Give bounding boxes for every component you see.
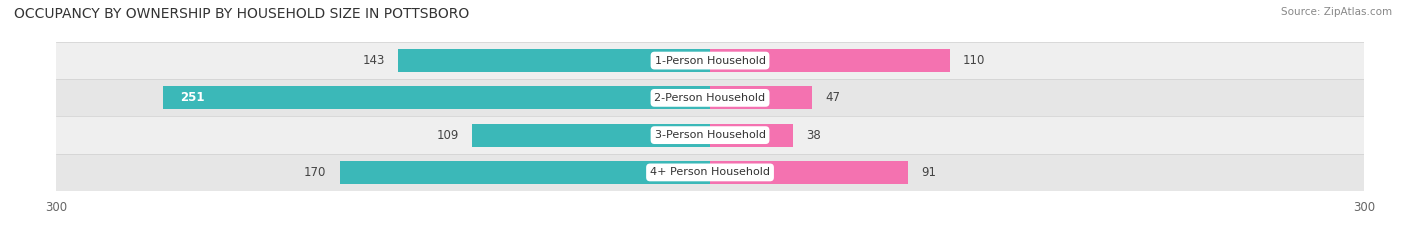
- Text: 110: 110: [963, 54, 986, 67]
- Bar: [710, 123, 793, 147]
- Bar: [56, 116, 1364, 154]
- Bar: [398, 49, 710, 72]
- Bar: [56, 154, 1364, 191]
- Text: Source: ZipAtlas.com: Source: ZipAtlas.com: [1281, 7, 1392, 17]
- Bar: [472, 123, 710, 147]
- Bar: [163, 86, 710, 110]
- Text: OCCUPANCY BY OWNERSHIP BY HOUSEHOLD SIZE IN POTTSBORO: OCCUPANCY BY OWNERSHIP BY HOUSEHOLD SIZE…: [14, 7, 470, 21]
- Text: 91: 91: [921, 166, 936, 179]
- Text: 143: 143: [363, 54, 385, 67]
- Text: 109: 109: [437, 129, 460, 142]
- Text: 251: 251: [180, 91, 205, 104]
- Text: 4+ Person Household: 4+ Person Household: [650, 168, 770, 177]
- Bar: [710, 86, 813, 110]
- Bar: [56, 79, 1364, 116]
- Bar: [56, 42, 1364, 79]
- Bar: [710, 161, 908, 184]
- Text: 170: 170: [304, 166, 326, 179]
- Bar: [710, 49, 950, 72]
- Text: 3-Person Household: 3-Person Household: [655, 130, 765, 140]
- Text: 1-Person Household: 1-Person Household: [655, 56, 765, 65]
- Text: 38: 38: [806, 129, 821, 142]
- Bar: [340, 161, 710, 184]
- Text: 47: 47: [825, 91, 841, 104]
- Text: 2-Person Household: 2-Person Household: [654, 93, 766, 103]
